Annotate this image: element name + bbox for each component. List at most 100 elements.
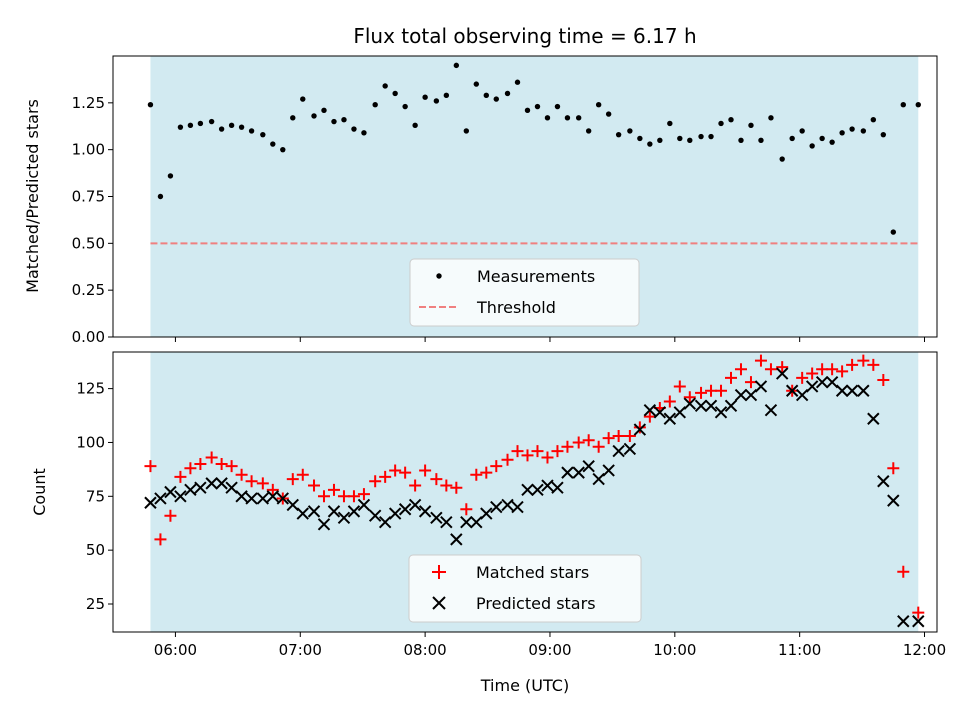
count-ytick-label: 50 [86, 541, 105, 559]
matched-star-marker [440, 479, 453, 492]
predicted-star-marker [347, 505, 361, 518]
predicted-star-marker [460, 515, 473, 529]
matched-star-marker [256, 477, 269, 490]
ratio-legend: Measurements Threshold [409, 258, 640, 327]
predicted-star-marker [501, 498, 514, 512]
measurement-point [218, 126, 225, 132]
measurement-point [554, 103, 561, 110]
predicted-star-marker [775, 367, 789, 380]
measurement-point [443, 92, 450, 99]
measurement-point [167, 173, 174, 179]
matched-star-marker [806, 367, 819, 380]
matched-star-marker [857, 354, 870, 367]
measurement-point [412, 122, 418, 129]
predicted-star-marker [551, 481, 564, 494]
measurement-point [392, 90, 398, 97]
predicted-star-marker [857, 384, 870, 397]
measurement-point [637, 135, 643, 142]
predicted-star-marker [663, 412, 677, 425]
predicted-star-marker [266, 490, 280, 503]
matched-star-marker [144, 460, 157, 473]
predicted-star-marker [754, 380, 768, 393]
matched-star-marker [551, 445, 564, 458]
measurement-point [544, 115, 551, 121]
predicted-star-marker [815, 375, 829, 389]
measurement-point [809, 143, 815, 149]
time-xtick-label: 09:00 [528, 641, 571, 659]
predicted-star-marker [225, 481, 238, 494]
predicted-star-marker [307, 505, 321, 518]
measurement-point [839, 130, 845, 136]
measurement-point [647, 141, 653, 147]
predicted-star-marker [825, 375, 839, 389]
measurement-point [177, 124, 184, 130]
ratio-x-ticks [174, 337, 926, 342]
measurement-point [433, 98, 440, 104]
measurement-point [799, 128, 805, 134]
matched-star-marker [582, 434, 595, 447]
predicted-star-marker [144, 496, 157, 509]
matched-star-marker [419, 464, 432, 477]
matched-star-marker [725, 371, 737, 384]
ratio-legend-box [409, 258, 640, 327]
measurement-point [402, 103, 408, 110]
measurement-point [575, 115, 582, 121]
predicted-star-marker [734, 388, 748, 402]
predicted-star-marker [398, 503, 412, 516]
ratio-ytick-label: 0.00 [72, 328, 105, 346]
measurement-point [687, 137, 693, 143]
measurement-point [351, 126, 357, 132]
measurement-point [300, 96, 306, 102]
measurement-point [849, 126, 855, 132]
count-ytick-label: 100 [76, 433, 105, 451]
matched-star-marker [734, 363, 747, 376]
predicted-star-marker [470, 515, 483, 529]
predicted-star-marker [388, 507, 402, 520]
matched-star-marker [389, 464, 402, 477]
predicted-star-marker [327, 505, 341, 518]
matched-star-marker [826, 363, 839, 376]
matched-star-marker [521, 449, 534, 462]
count-panel: 25 50 75 100 125 06:00 07:00 08:00 09:00 10:00 11… [30, 351, 946, 695]
matched-star-marker [643, 410, 656, 423]
matched-star-marker [450, 481, 463, 494]
count-axes-frame [112, 351, 938, 633]
predicted-star-marker [887, 494, 900, 507]
predicted-star-marker [835, 384, 849, 397]
measurement-point [483, 92, 489, 99]
ratio-y-ticks: 0.00 0.25 0.50 0.75 1.00 1.25 [72, 94, 113, 346]
measurement-point [789, 135, 795, 142]
legend-predicted-label: Predicted stars [476, 594, 596, 613]
measurement-point [605, 111, 612, 117]
matched-star-marker [867, 358, 880, 371]
predicted-stars-markers [144, 367, 925, 628]
matched-star-marker [164, 509, 177, 522]
measurement-point [870, 116, 877, 123]
legend-measurements-label: Measurements [477, 267, 595, 286]
measurement-point [738, 137, 744, 143]
measurement-point [595, 102, 602, 108]
matched-star-marker [327, 483, 340, 496]
predicted-star-marker [286, 498, 299, 512]
matched-star-marker [205, 451, 218, 464]
predicted-star-marker [643, 403, 657, 417]
matched-star-marker [836, 365, 849, 378]
predicted-star-marker [541, 479, 554, 492]
predicted-star-marker [805, 380, 819, 393]
predicted-star-marker [174, 490, 187, 503]
measurement-point [708, 133, 714, 140]
measurement-point [208, 118, 215, 125]
matched-star-marker [531, 445, 544, 458]
predicted-star-marker [683, 397, 697, 410]
measurement-point [270, 141, 276, 147]
measurement-point [677, 135, 683, 142]
matched-star-marker [877, 374, 890, 386]
matched-star-marker [317, 490, 330, 503]
count-legend-box [408, 554, 642, 623]
measurement-point [290, 115, 296, 121]
measurement-point [585, 128, 592, 134]
count-ytick-label: 75 [86, 487, 105, 505]
predicted-star-marker [867, 412, 880, 425]
predicted-star-marker [450, 533, 463, 546]
